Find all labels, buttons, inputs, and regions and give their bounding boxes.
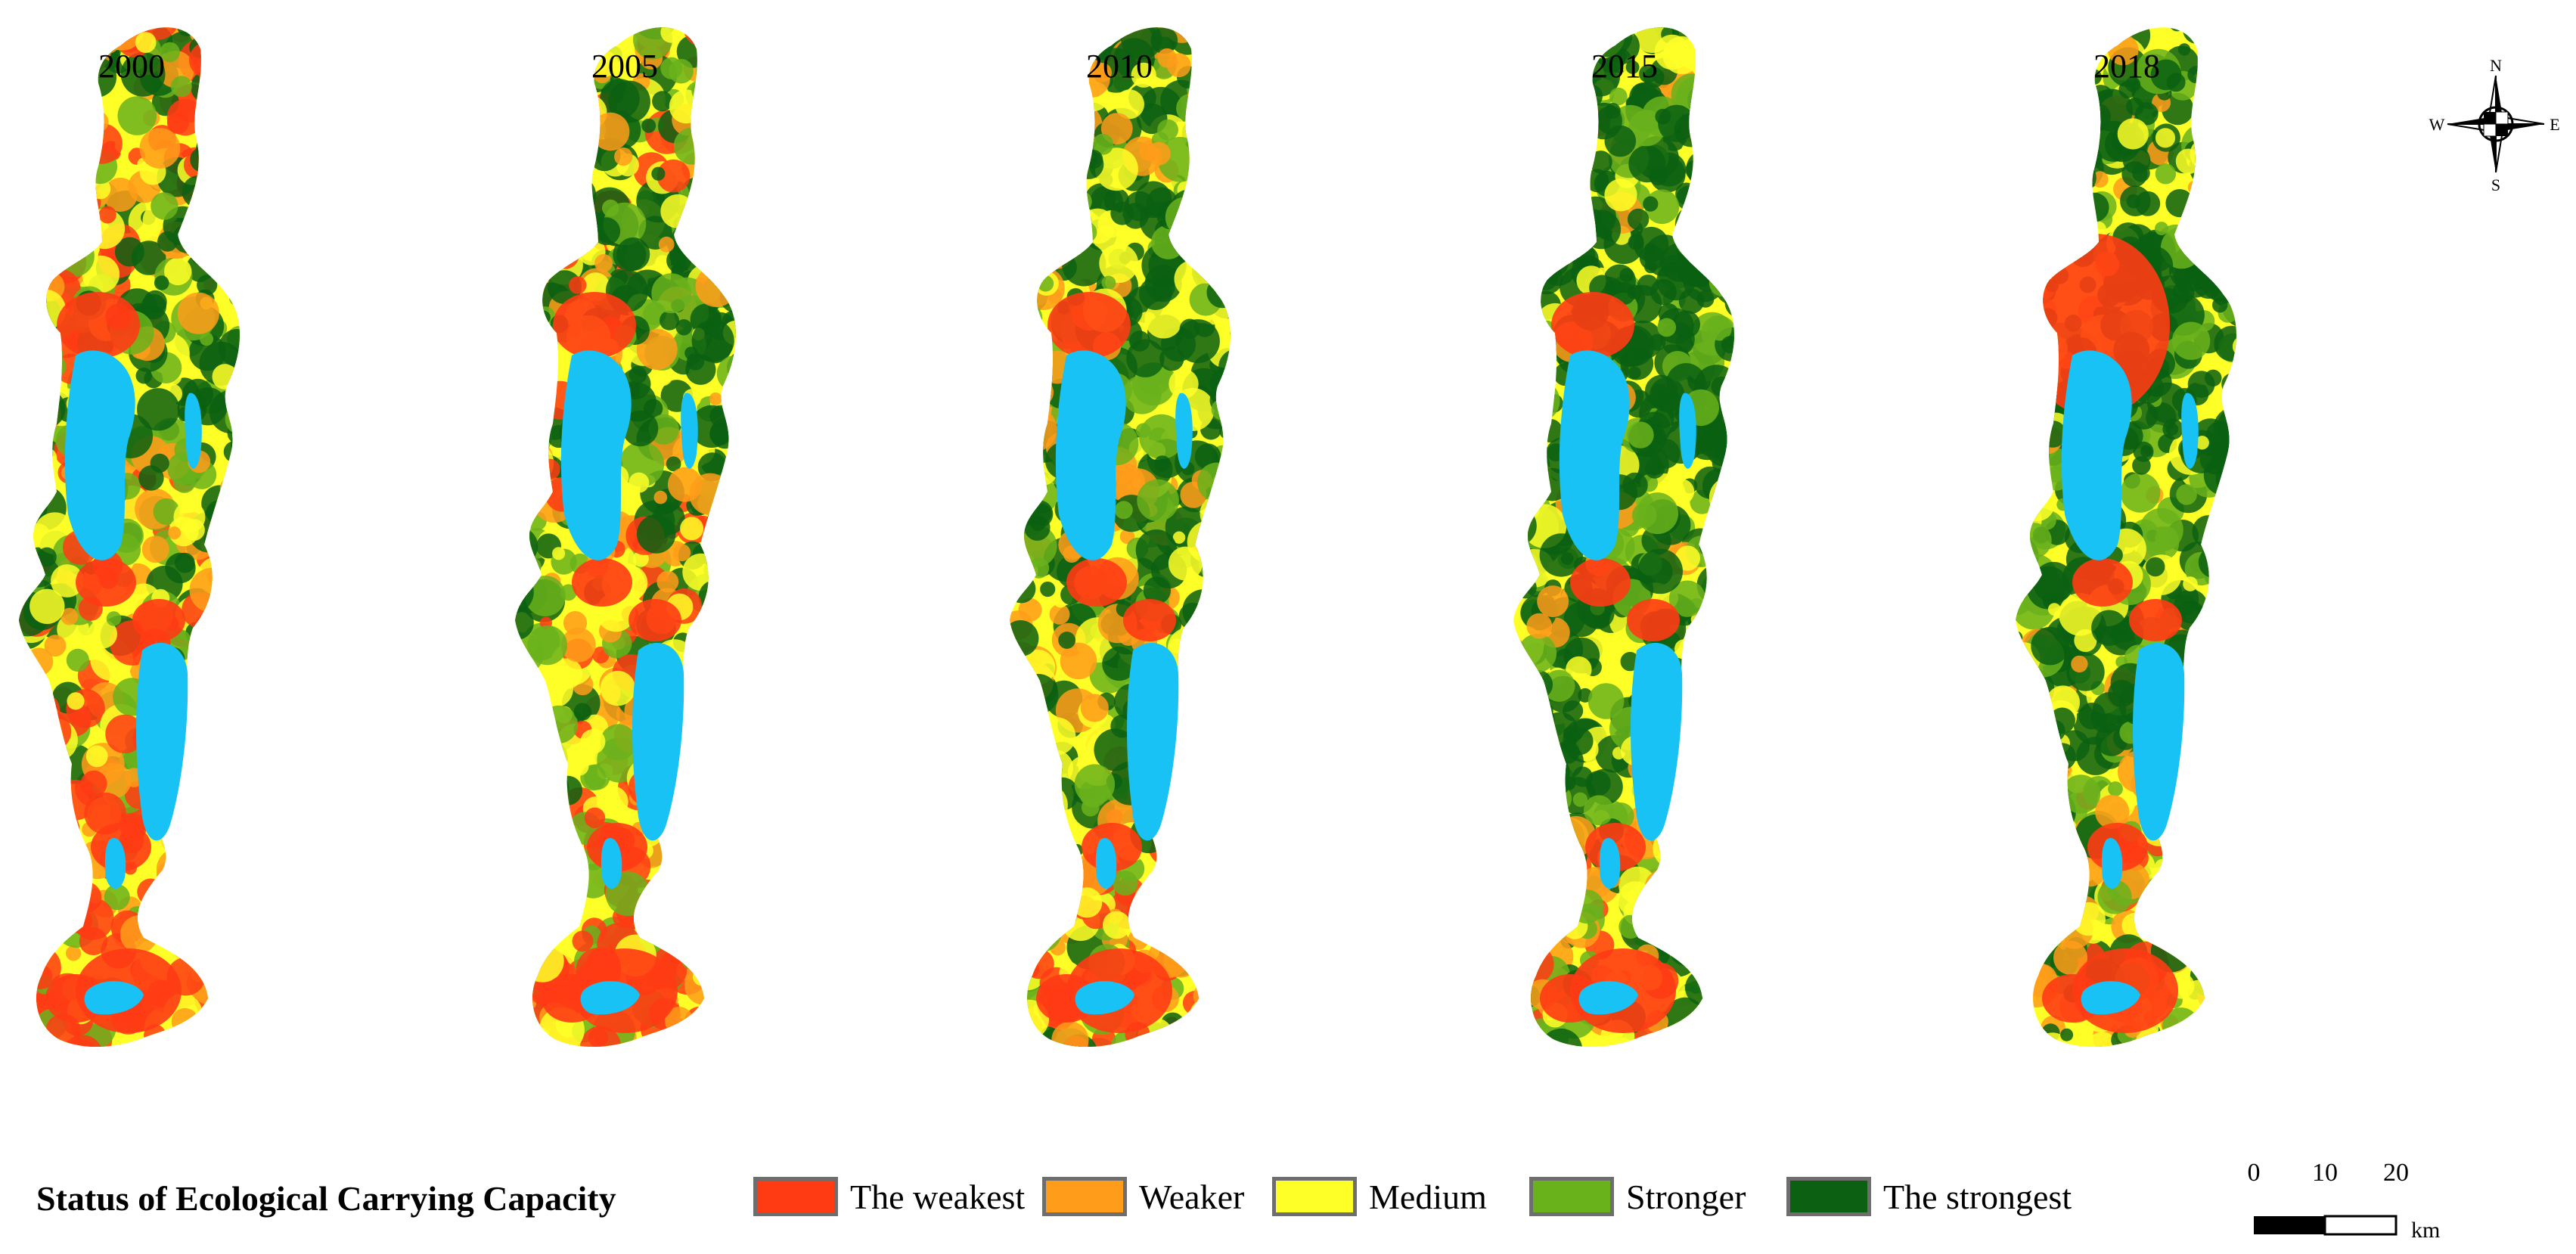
scale-segment-black <box>2254 1216 2325 1234</box>
lake-1 <box>632 643 684 841</box>
legend-item-strongest: The strongest <box>1786 1174 2072 1219</box>
legend-label-medium: Medium <box>1369 1177 1487 1216</box>
lake-0 <box>1055 350 1126 560</box>
lake-4 <box>681 393 698 469</box>
map-panel-2018 <box>2016 27 2236 1048</box>
lake-2 <box>601 838 622 889</box>
year-label-2015: 2015 <box>1591 48 1658 85</box>
year-label-2018: 2018 <box>2093 48 2160 85</box>
lake-0 <box>1559 350 1630 560</box>
legend-label-strongest: The strongest <box>1883 1177 2072 1216</box>
legend-item-stronger: Stronger <box>1529 1174 1746 1219</box>
lake-0 <box>560 350 632 560</box>
lake-1 <box>2133 643 2185 841</box>
scale-tick-0: 0 <box>2247 1159 2261 1187</box>
scale-tick-10: 10 <box>2312 1159 2338 1187</box>
legend: Status of Ecological Carrying Capacity T… <box>0 1134 2576 1254</box>
legend-item-medium: Medium <box>1272 1174 1487 1219</box>
legend-title: Status of Ecological Carrying Capacity <box>36 1179 616 1218</box>
scale-bar: 0 10 20 km <box>2239 1151 2441 1249</box>
map-panel-2000 <box>19 27 240 1048</box>
map-canvas <box>19 27 2236 1048</box>
lake-2 <box>2101 838 2123 889</box>
lake-2 <box>1095 838 1117 889</box>
legend-item-weaker: Weaker <box>1042 1174 1244 1219</box>
scale-tick-20: 20 <box>2383 1159 2409 1187</box>
year-label-2005: 2005 <box>591 48 658 85</box>
lake-4 <box>1175 393 1193 469</box>
scale-segment-white <box>2323 1215 2398 1236</box>
lake-1 <box>136 643 188 841</box>
lake-3 <box>1578 981 1638 1015</box>
lake-1 <box>1631 643 1683 841</box>
legend-label-stronger: Stronger <box>1626 1177 1746 1216</box>
compass-s-label: S <box>2491 175 2500 194</box>
legend-item-weakest: The weakest <box>753 1174 1025 1219</box>
lake-0 <box>2061 350 2132 560</box>
map-panel-2005 <box>515 27 736 1048</box>
lake-0 <box>64 350 135 560</box>
compass-w-label: W <box>2429 115 2445 134</box>
legend-label-weakest: The weakest <box>850 1177 1026 1216</box>
legend-swatch-strongest <box>1786 1177 1871 1216</box>
lake-3 <box>84 981 144 1015</box>
lake-3 <box>2081 981 2140 1015</box>
lake-2 <box>104 838 126 889</box>
map-panel-2015 <box>1513 27 1734 1048</box>
compass-n-label: N <box>2490 56 2502 75</box>
lake-4 <box>2181 393 2199 469</box>
lake-4 <box>185 393 202 469</box>
lake-4 <box>1679 393 1696 469</box>
map-panel-2010 <box>1010 27 1231 1048</box>
lake-1 <box>1127 643 1179 841</box>
lake-3 <box>580 981 640 1015</box>
north-arrow-compass-icon: N S E W <box>2428 48 2564 200</box>
compass-e-label: E <box>2550 115 2559 134</box>
scale-unit-label: km <box>2411 1218 2441 1243</box>
lake-3 <box>1075 981 1134 1015</box>
year-label-2000: 2000 <box>98 48 165 85</box>
legend-label-weaker: Weaker <box>1139 1177 1245 1216</box>
lake-2 <box>1599 838 1621 889</box>
legend-swatch-weaker <box>1042 1177 1127 1216</box>
legend-swatch-medium <box>1272 1177 1357 1216</box>
legend-swatch-weakest <box>753 1177 838 1216</box>
legend-swatch-stronger <box>1529 1177 1614 1216</box>
map-panels: 2000 2005 2010 2015 2018 N S E <box>19 27 2564 1048</box>
year-label-2010: 2010 <box>1086 48 1153 85</box>
